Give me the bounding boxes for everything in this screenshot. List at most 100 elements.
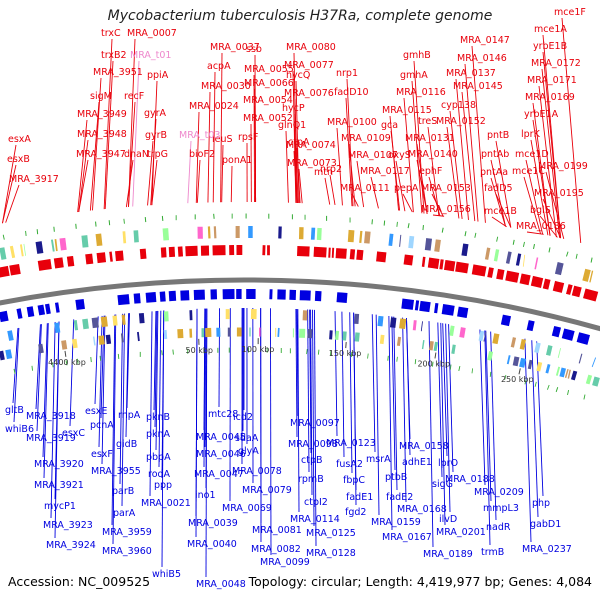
top-label-connector [471, 45, 486, 223]
bottom-gene-label: ctpB [301, 455, 323, 466]
bottom-label-connector [442, 323, 448, 457]
bottom-gene-label: MRA_0078 [232, 466, 282, 477]
top-label-connector [490, 159, 506, 227]
annotation-feature [389, 317, 397, 328]
top-gene-label: nrp1 [336, 68, 358, 79]
top-label-connector [495, 193, 512, 228]
top-gene-label: ppiA [147, 70, 169, 81]
top-gene-label: MRA_0024 [189, 101, 239, 112]
reverse-gene [145, 292, 157, 303]
annotation-feature [5, 349, 13, 360]
top-gene-label: gyrB [145, 130, 167, 141]
top-gene-label: oxyS [388, 150, 411, 161]
bottom-gene-label: MRA_0069 [222, 503, 272, 514]
top-label-connector [464, 63, 479, 222]
top-gene-label: MRA_0073 [287, 158, 337, 169]
top-label-connector [541, 68, 560, 238]
top-label-connector [416, 159, 428, 215]
top-label-connector [221, 144, 224, 203]
forward-gene [455, 261, 469, 274]
bottom-gene-label: MRA_0082 [251, 544, 301, 555]
forward-gene [571, 285, 582, 298]
bottom-gene-label: gabD1 [530, 519, 561, 530]
top-gene-label: trxC [101, 28, 121, 39]
reverse-gene [54, 302, 60, 313]
bottom-gene-label: MRA_3924 [46, 540, 96, 551]
top-gene-label: cyp138 [441, 100, 476, 111]
bottom-gene-label: MRA_3960 [102, 546, 152, 557]
top-label-connector [125, 159, 134, 208]
bottom-label-connector [218, 308, 221, 408]
top-gene-label: hycP [282, 103, 305, 114]
forward-gene [115, 250, 124, 262]
annotation-feature [408, 235, 415, 249]
annotation-feature [493, 249, 500, 262]
top-gene-label: mtn [314, 167, 333, 178]
top-label-connector [351, 193, 359, 207]
top-gene-label: dnaN [124, 149, 149, 160]
top-label-connector [147, 140, 154, 206]
annotation-feature [592, 376, 600, 387]
top-gene-label: MRA_0115 [382, 105, 432, 116]
annotation-feature [35, 241, 44, 254]
forward-gene [0, 265, 10, 278]
bottom-label-connector [524, 338, 532, 543]
bottom-label-connector [125, 313, 129, 438]
top-gene-label: MRA_0131 [405, 133, 455, 144]
bottom-gene-label: lprO [438, 458, 458, 469]
bottom-gene-label: pknB [146, 412, 170, 423]
annotation-feature [585, 374, 593, 385]
bottom-gene-label: mycP1 [44, 501, 76, 512]
top-gene-label: ephF [419, 166, 442, 177]
top-gene-label: MRA_3917 [9, 174, 59, 185]
bottom-label-connector [485, 330, 492, 502]
top-label-connector [132, 60, 140, 207]
bottom-label-connector [158, 310, 162, 468]
annotation-feature [492, 333, 500, 345]
bottom-label-connector [445, 323, 451, 513]
bottom-gene-label: MRA_0099 [260, 557, 310, 568]
top-label-connector [336, 127, 343, 206]
top-gene-label: hycQ [286, 70, 310, 81]
top-gene-label: fadD10 [334, 87, 369, 98]
bottom-gene-label: ino1 [195, 490, 216, 501]
top-label-connector [432, 214, 445, 217]
top-gene-label: MRA_0037 [210, 42, 260, 53]
scale-tick-label: 100 kbp [242, 345, 275, 354]
top-label-connector [538, 85, 557, 238]
bottom-label-connector [121, 313, 126, 507]
bottom-label-connector [195, 308, 198, 538]
top-label-connector [151, 159, 158, 206]
top-label-connector [187, 140, 192, 204]
bottom-label-connector [111, 314, 116, 526]
top-gene-label: MRA_0117 [360, 166, 410, 177]
bottom-gene-label: fbpC [343, 475, 365, 486]
reverse-gene [419, 300, 431, 313]
bottom-gene-label: MRA_0046 [196, 449, 246, 460]
annotation-feature [545, 364, 551, 374]
top-gene-label: rpsF [238, 132, 258, 143]
bottom-label-connector [13, 327, 20, 423]
bottom-gene-label: MRA_0158 [399, 441, 449, 452]
bottom-gene-label: ilvD [439, 514, 457, 525]
forward-gene [443, 259, 456, 272]
bottom-gene-label: pcnA [90, 420, 114, 431]
top-label-connector [150, 118, 157, 206]
annotation-feature [7, 330, 14, 341]
top-gene-label: MRA_t01 [130, 50, 171, 61]
bottom-label-connector [479, 329, 486, 486]
bottom-gene-label: pknA [146, 429, 171, 440]
bottom-gene-label: fusA2 [336, 459, 363, 470]
top-gene-label: MRA_0186 [516, 221, 566, 232]
top-gene-label: mce1F [554, 7, 586, 18]
bottom-gene-label: ctpI2 [304, 497, 328, 508]
top-label-connector [92, 77, 102, 211]
annotation-feature [536, 361, 543, 372]
bottom-gene-label: MRA_0167 [382, 532, 432, 543]
annotation-feature [534, 342, 541, 354]
annotation-feature [9, 245, 16, 259]
annotation-feature [81, 235, 89, 248]
top-label-connector [77, 119, 88, 213]
bottom-gene-label: msrA [366, 454, 391, 465]
bottom-label-connector [448, 324, 454, 473]
